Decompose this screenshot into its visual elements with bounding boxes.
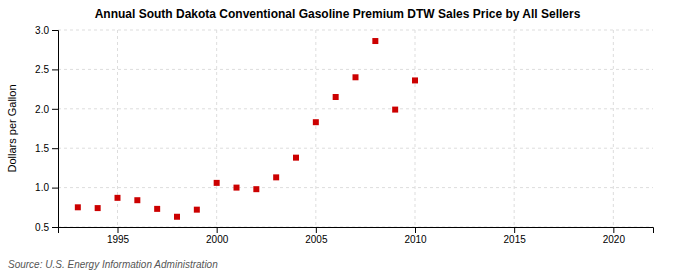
y-tick: 2.5 bbox=[35, 64, 58, 75]
point bbox=[75, 204, 81, 210]
y-tick-label: 3.0 bbox=[35, 25, 49, 36]
x-tick-label: 2000 bbox=[206, 234, 229, 245]
x-tick: 2015 bbox=[504, 227, 527, 245]
grid-line-x bbox=[315, 30, 316, 227]
y-tick-mark bbox=[52, 227, 58, 228]
point bbox=[214, 180, 220, 186]
point bbox=[154, 206, 160, 212]
point bbox=[392, 107, 398, 113]
x-tick: 2010 bbox=[404, 227, 427, 245]
y-tick: 3.0 bbox=[35, 25, 58, 36]
y-tick-mark bbox=[52, 148, 58, 149]
point bbox=[333, 94, 339, 100]
x-tick-label: 2015 bbox=[504, 234, 527, 245]
point bbox=[412, 77, 418, 83]
point bbox=[273, 174, 279, 180]
grid-line-x bbox=[514, 30, 515, 227]
y-tick: 2.0 bbox=[35, 104, 58, 115]
y-axis-line bbox=[52, 31, 59, 228]
x-tick-mark bbox=[316, 227, 317, 233]
point bbox=[293, 155, 299, 161]
x-tick-label: 1995 bbox=[107, 234, 130, 245]
y-tick: 1.5 bbox=[35, 143, 58, 154]
x-tick-label: 2005 bbox=[305, 234, 328, 245]
plot-area: 1995 2000 2005 2010 2015 2020 0.5 1.0 1.5 2.0 2.5 3… bbox=[35, 25, 653, 245]
points bbox=[75, 38, 418, 220]
x-tick-label: 2020 bbox=[603, 234, 626, 245]
point bbox=[134, 197, 140, 203]
y-tick-mark bbox=[52, 30, 58, 31]
x-tick-mark bbox=[613, 227, 614, 233]
point bbox=[115, 195, 121, 201]
y-axis-label: Dollars per Gallon bbox=[6, 84, 18, 172]
y-tick-label: 2.5 bbox=[35, 64, 49, 75]
x-tick-mark bbox=[415, 227, 416, 233]
y-tick: 0.5 bbox=[35, 222, 58, 233]
y-tick-label: 1.0 bbox=[35, 182, 49, 193]
grid-line-y bbox=[58, 30, 653, 31]
x-tick-mark bbox=[118, 227, 119, 233]
grid-line-y bbox=[58, 187, 653, 188]
y-tick-label: 1.5 bbox=[35, 143, 49, 154]
point bbox=[372, 38, 378, 44]
x-tick-mark bbox=[514, 227, 515, 233]
title: Annual South Dakota Conventional Gasolin… bbox=[95, 7, 581, 21]
point bbox=[313, 119, 319, 125]
point bbox=[194, 207, 200, 213]
source-note: Source: U.S. Energy Information Administ… bbox=[8, 259, 218, 270]
grid-line-x bbox=[216, 30, 217, 227]
grid-line-x bbox=[613, 30, 614, 227]
grid-line-x bbox=[415, 30, 416, 227]
grid-line-y bbox=[58, 108, 653, 109]
point bbox=[95, 205, 101, 211]
y-axis: 0.5 1.0 1.5 2.0 2.5 3.0 bbox=[35, 25, 58, 233]
x-tick: 2020 bbox=[603, 227, 626, 245]
y-tick-mark bbox=[52, 109, 58, 110]
x-tick-mark bbox=[217, 227, 218, 233]
grid-line-y bbox=[58, 69, 653, 70]
point bbox=[234, 185, 240, 191]
point bbox=[253, 186, 259, 192]
x-tick: 2005 bbox=[305, 227, 328, 245]
point bbox=[353, 74, 359, 80]
point bbox=[174, 214, 180, 220]
y-tick-label: 2.0 bbox=[35, 104, 49, 115]
x-axis: 1995 2000 2005 2010 2015 2020 bbox=[59, 227, 654, 245]
y-tick: 1.0 bbox=[35, 182, 58, 193]
grid bbox=[58, 30, 653, 227]
x-axis-line bbox=[59, 228, 654, 234]
y-tick-mark bbox=[52, 188, 58, 189]
grid-line-y bbox=[58, 148, 653, 149]
y-tick-label: 0.5 bbox=[35, 222, 49, 233]
x-tick-label: 2010 bbox=[404, 234, 427, 245]
y-tick-mark bbox=[52, 69, 58, 70]
chart-container: 1995 2000 2005 2010 2015 2020 0.5 1.0 1.5 2.0 2.5 3… bbox=[0, 0, 675, 275]
x-tick: 2000 bbox=[206, 227, 229, 245]
x-tick: 1995 bbox=[107, 227, 130, 245]
chart-svg: 1995 2000 2005 2010 2015 2020 0.5 1.0 1.5 2.0 2.5 3… bbox=[0, 0, 675, 275]
